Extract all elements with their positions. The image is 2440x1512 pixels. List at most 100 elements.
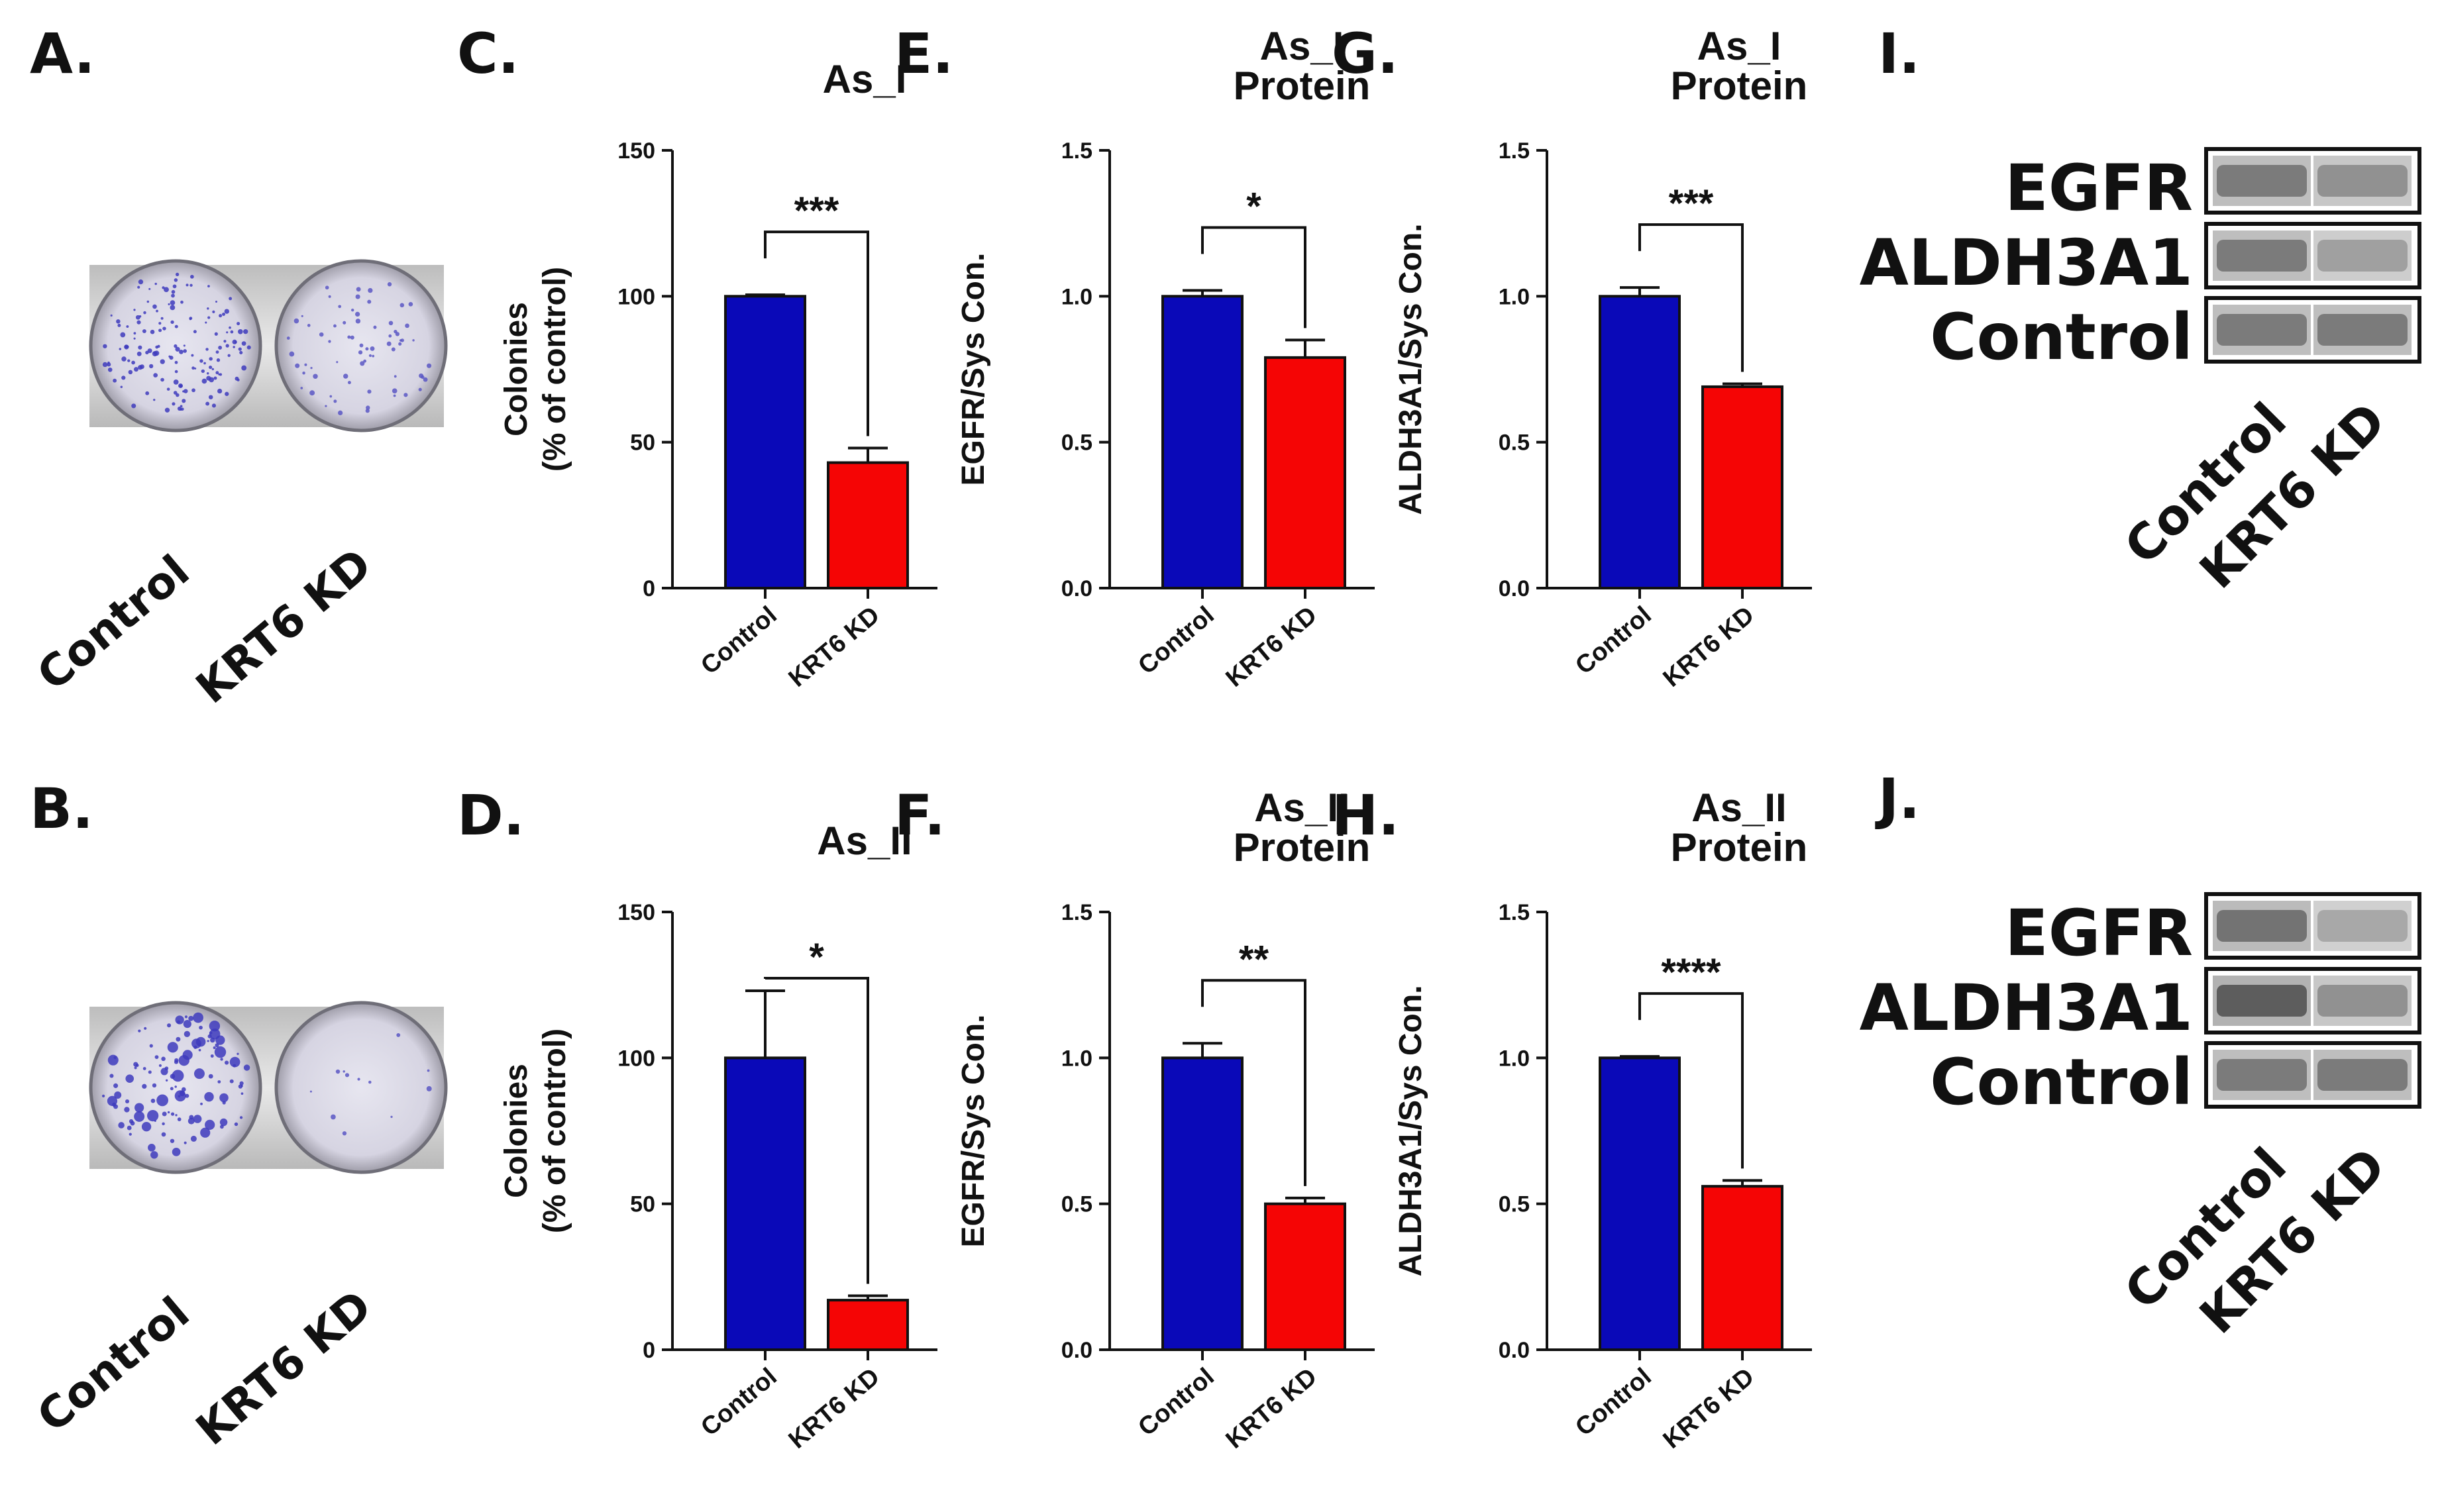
- colony-dot: [181, 1087, 186, 1092]
- colony-dot: [205, 321, 207, 324]
- colony-dot: [206, 372, 209, 375]
- colony-dot: [168, 355, 171, 358]
- colony-dot: [328, 295, 331, 298]
- colony-dot: [201, 378, 207, 384]
- colony-dot: [109, 1074, 114, 1078]
- colony-dot: [128, 370, 133, 375]
- significance-stars: *: [809, 936, 824, 979]
- colony-dot: [227, 354, 231, 358]
- colony-dot: [355, 294, 360, 299]
- colony-dot: [138, 345, 142, 350]
- bar-krt6-kd: [827, 1299, 909, 1351]
- colony-dot: [107, 367, 113, 372]
- colony-dot: [113, 1056, 117, 1060]
- bar-control: [724, 1056, 806, 1351]
- colony-dot: [239, 350, 243, 354]
- x-tick-label: KRT6 KD: [1658, 1363, 1760, 1454]
- y-tick-label: 1.5: [1061, 900, 1092, 925]
- colony-dot: [103, 344, 107, 348]
- significance-stars: ***: [1669, 182, 1714, 225]
- colony-dot: [193, 1012, 203, 1023]
- colony-dot: [171, 293, 175, 298]
- colony-dot: [319, 332, 324, 337]
- bar-control: [1161, 295, 1244, 589]
- colony-dot: [209, 1031, 213, 1034]
- colony-dot: [200, 1127, 211, 1138]
- colony-dot: [394, 329, 398, 334]
- colony-dot: [170, 305, 176, 311]
- colony-dot: [174, 360, 178, 364]
- colony-dot: [158, 322, 162, 325]
- colony-dot: [239, 1116, 243, 1119]
- bar-control: [1599, 1056, 1681, 1351]
- colony-dot: [175, 272, 180, 276]
- y-axis-label-line: Colonies: [499, 302, 534, 436]
- colony-dot: [133, 337, 136, 340]
- colony-dot: [219, 1093, 229, 1103]
- bar-krt6-kd: [1701, 385, 1783, 589]
- colony-dot: [167, 1042, 178, 1053]
- colony-dot: [175, 1114, 178, 1117]
- colony-dot: [142, 1084, 147, 1089]
- colony-dot: [107, 361, 110, 364]
- y-tick-label: 100: [617, 1046, 655, 1071]
- colony-dot: [215, 371, 219, 375]
- blot-band: [2317, 985, 2408, 1017]
- colony-dot: [147, 1109, 159, 1122]
- colony-dot: [368, 354, 372, 358]
- colony-dot: [133, 309, 136, 311]
- y-axis-label-line: EGFR/Sys Con.: [956, 252, 991, 485]
- colony-dot: [238, 347, 242, 351]
- chart-title: As_II: [1691, 785, 1786, 830]
- panel-letter: I.: [1878, 21, 1920, 86]
- colony-dot: [387, 282, 392, 287]
- colony-dot: [174, 1085, 177, 1088]
- dish-label-krt6-kd: KRT6 KD: [187, 1280, 382, 1455]
- chart-title: As_I: [1697, 24, 1781, 68]
- bar-krt6-kd: [1701, 1185, 1783, 1352]
- bar-control: [724, 295, 806, 589]
- colony-dot: [209, 357, 213, 361]
- blot-band: [2317, 314, 2408, 346]
- panel-letter: F.: [894, 783, 945, 848]
- colony-dot: [189, 283, 193, 287]
- colony-dot: [150, 1098, 156, 1103]
- colony-dot: [173, 379, 179, 385]
- colony-dot: [205, 401, 210, 406]
- colony-dot: [338, 305, 342, 309]
- colony-dot: [121, 376, 126, 380]
- bar-krt6-kd: [827, 461, 909, 589]
- colony-dot: [307, 324, 311, 327]
- y-tick-label: 1.0: [1499, 284, 1530, 309]
- colony-dot: [135, 1064, 139, 1068]
- y-tick-label: 0.0: [1061, 576, 1092, 601]
- colony-dot: [134, 1066, 137, 1070]
- colony-dot: [209, 1020, 221, 1032]
- y-axis-label: Colonies (% of control): [499, 1029, 572, 1233]
- y-tick-label: 0.0: [1061, 1338, 1092, 1363]
- colony-dot: [229, 1079, 234, 1084]
- blot-row-label: Control: [1930, 1045, 2193, 1119]
- colony-dot: [237, 322, 240, 326]
- y-axis-label: EGFR/Sys Con.: [956, 252, 991, 485]
- colony-dot: [184, 1031, 191, 1037]
- colony-dot: [365, 409, 370, 413]
- colony-dot: [164, 407, 170, 413]
- colony-dot: [177, 406, 182, 411]
- colony-dot: [125, 1074, 134, 1083]
- significance-stars: *: [1246, 185, 1261, 228]
- colony-dot: [207, 307, 209, 310]
- chart-title: As_II: [817, 819, 912, 863]
- colony-dot: [193, 330, 197, 334]
- y-tick-label: 1.5: [1499, 900, 1530, 925]
- panel-letter: A.: [30, 21, 95, 86]
- colony-dot: [152, 1083, 157, 1088]
- x-tick-label: Control: [696, 601, 782, 680]
- colony-dot: [241, 365, 247, 371]
- blot-band: [2217, 165, 2307, 197]
- panel-letter: C.: [457, 21, 519, 86]
- colony-dot: [148, 287, 151, 290]
